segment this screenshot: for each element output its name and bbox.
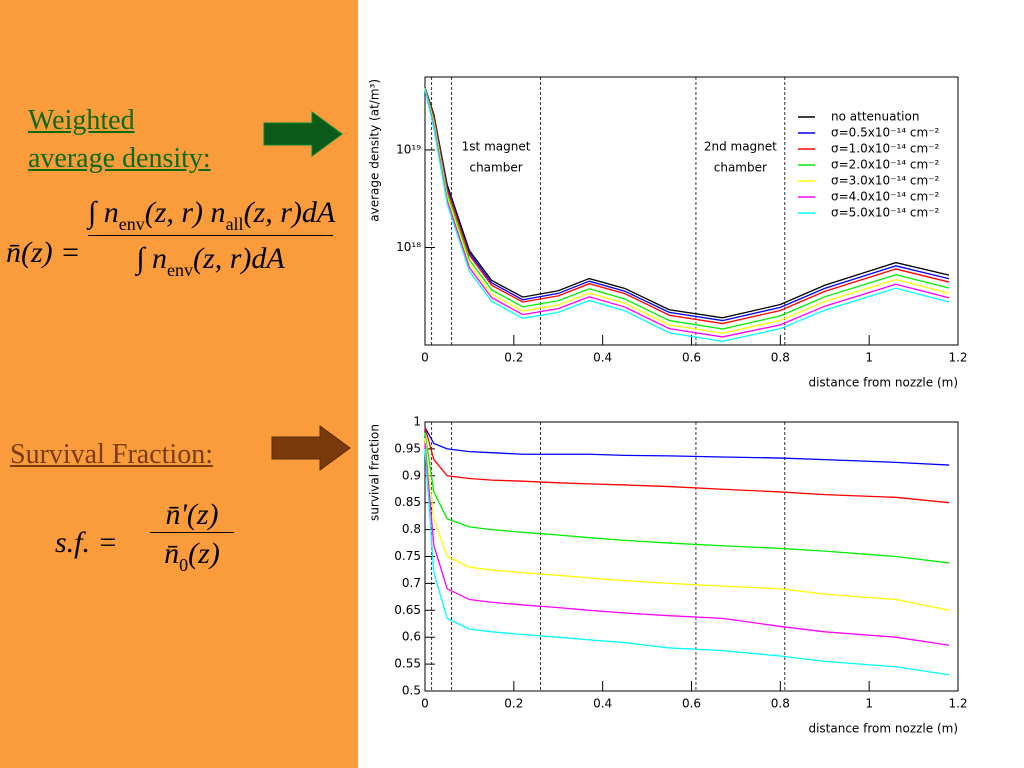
y-tick-label: 0.6	[402, 630, 421, 644]
y-tick-label: 0.65	[394, 603, 421, 617]
y-tick-label: 0.7	[402, 576, 421, 590]
numerator: n̄'(z)	[150, 498, 234, 532]
y-tick-label: 0.95	[394, 441, 421, 455]
formula-lhs: s.f. =	[55, 526, 118, 559]
x-tick-label: 0	[421, 697, 429, 711]
plot-frame	[424, 421, 959, 692]
formula-text: (z, r)dA	[193, 242, 285, 275]
x-tick-label: 0.2	[504, 697, 523, 711]
subscript: env	[118, 214, 145, 234]
series-line	[424, 88, 950, 334]
series-line	[424, 448, 950, 676]
y-tick-label: 10¹⁹	[396, 142, 421, 156]
series-line	[424, 88, 950, 338]
x-tick-label: 0.4	[593, 697, 612, 711]
formula-text: (z)	[188, 537, 220, 570]
left-panel: Weighted average density: n̄(z) = ∫ nenv…	[0, 0, 358, 768]
denominator: ∫ nenv(z, r)dA	[88, 235, 333, 281]
subscript: 0	[179, 555, 189, 575]
series-line	[424, 87, 950, 322]
y-tick-label: 0.55	[394, 657, 421, 671]
legend-label: no attenuation	[831, 110, 919, 124]
x-tick-label: 0.2	[504, 351, 523, 365]
x-tick-label: 0.6	[682, 351, 701, 365]
x-tick-label: 0	[421, 351, 429, 365]
series-line	[424, 443, 950, 646]
formula-text: (z, r) n	[144, 196, 226, 229]
y-tick-label: 0.9	[402, 468, 421, 482]
x-tick-label: 1	[865, 697, 873, 711]
arrow	[271, 425, 351, 471]
series-line	[424, 87, 950, 330]
denominator: n̄0(z)	[150, 532, 234, 576]
legend-label: σ=4.0x10⁻¹⁴ cm⁻²	[831, 190, 940, 204]
formula-text: (z, r)dA	[243, 196, 336, 229]
annotation: 2nd magnet	[704, 140, 777, 154]
formula-text: ∫ n	[136, 242, 168, 275]
formula-text: n̄'(z)	[165, 498, 219, 531]
numerator: ∫ nenv(z, r) nall(z, r)dA	[88, 196, 336, 235]
x-tick-label: 0.8	[771, 697, 790, 711]
series-line	[424, 89, 950, 343]
x-tick-label: 1	[865, 351, 873, 365]
series-line	[424, 427, 950, 466]
formula-fraction: n̄'(z) n̄0(z)	[150, 498, 234, 576]
heading: Weighted average density:	[28, 102, 211, 178]
annotation: chamber	[469, 161, 522, 175]
y-tick-label: 0.85	[394, 495, 421, 509]
subscript: all	[225, 214, 244, 234]
formula-fraction: ∫ nenv(z, r) nall(z, r)dA ∫ nenv(z, r)dA	[88, 196, 336, 281]
x-tick-label: 1.2	[948, 351, 967, 365]
y-axis-label: survival fraction	[368, 424, 382, 521]
heading-line: average density:	[28, 143, 211, 174]
series-line	[424, 432, 950, 564]
legend-label: σ=2.0x10⁻¹⁴ cm⁻²	[831, 158, 940, 172]
series-line	[424, 427, 950, 504]
y-tick-label: 10¹⁸	[396, 240, 421, 254]
subscript: env	[167, 260, 194, 280]
x-tick-label: 0.6	[682, 697, 701, 711]
series-line	[424, 87, 950, 325]
x-axis-label: distance from nozzle (m)	[808, 376, 958, 390]
y-axis-label: average density (at/m³)	[368, 79, 382, 222]
charts: 10¹⁸ 10¹⁹ 0 0.2 0.4 0.6 0.8 1 1.2 1st magnet chamb…	[368, 76, 968, 736]
legend-label: σ=3.0x10⁻¹⁴ cm⁻²	[831, 174, 940, 188]
y-tick-label: 0.5	[402, 684, 421, 698]
heading-line: Weighted	[28, 105, 135, 136]
x-tick-label: 0.8	[771, 351, 790, 365]
annotation: chamber	[714, 161, 767, 175]
arrow	[263, 111, 343, 157]
heading: Survival Fraction:	[10, 439, 213, 470]
y-tick-label: 0.8	[402, 522, 421, 536]
legend-box	[793, 109, 953, 225]
legend-label: σ=1.0x10⁻¹⁴ cm⁻²	[831, 142, 940, 156]
series-line	[424, 87, 950, 319]
legend-label: σ=5.0x10⁻¹⁴ cm⁻²	[831, 206, 940, 220]
y-tick-label: 0.75	[394, 549, 421, 563]
formula-lhs: n̄(z) =	[6, 236, 81, 269]
legend-label: σ=0.5x10⁻¹⁴ cm⁻²	[831, 126, 940, 140]
formula-text: n̄	[164, 537, 180, 570]
x-tick-label: 1.2	[948, 697, 967, 711]
y-tick-label: 1	[413, 415, 421, 429]
x-axis-label: distance from nozzle (m)	[808, 722, 958, 736]
annotation: 1st magnet	[462, 140, 531, 154]
formula-text: ∫ n	[88, 196, 119, 229]
x-tick-label: 0.4	[593, 351, 612, 365]
series-line	[424, 438, 950, 611]
